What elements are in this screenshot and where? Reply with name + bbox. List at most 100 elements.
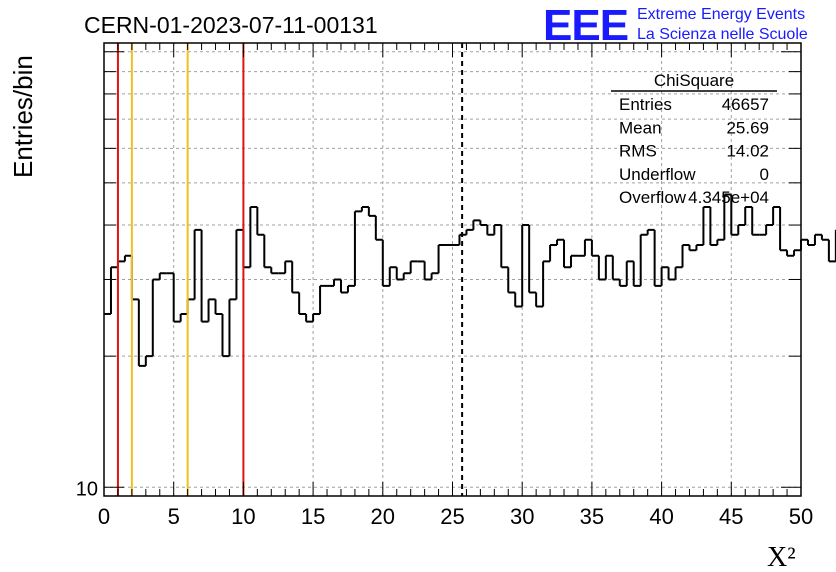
histogram-bin	[800, 238, 808, 251]
x-tick-label: 25	[440, 504, 464, 529]
histogram-bin	[813, 233, 822, 245]
histogram-bin	[646, 228, 655, 235]
histogram-bin	[472, 219, 481, 230]
histogram-bin	[507, 267, 516, 294]
histogram-bin	[744, 206, 753, 226]
histogram-bin	[256, 207, 265, 236]
eee-logo-line2: La Scienza nelle Scuole	[637, 26, 808, 43]
histogram-bin	[563, 239, 571, 269]
histogram-bin	[611, 255, 620, 281]
histogram-bin	[479, 220, 488, 227]
x-axis-label: X²	[767, 542, 796, 572]
histogram-bin	[806, 239, 815, 246]
stats-label: Entries	[619, 95, 672, 114]
stats-label: Underflow	[619, 165, 696, 184]
histogram-bin	[528, 225, 537, 294]
histogram-bin	[339, 279, 348, 294]
histogram-bin	[660, 266, 669, 286]
y-axis-label: Entries/bin	[8, 55, 38, 178]
eee-logo-line1: Extreme Energy Events	[637, 6, 805, 23]
histogram-bin	[590, 239, 599, 257]
histogram-bin	[193, 228, 202, 300]
histogram-bin	[360, 206, 369, 212]
histogram-bin	[653, 229, 662, 287]
histogram-bin	[751, 207, 760, 236]
plot-area	[104, 43, 801, 496]
histogram-bin	[249, 206, 258, 268]
histogram-bin	[667, 267, 676, 281]
histogram-bin	[346, 284, 355, 293]
stats-value: 46657	[722, 95, 769, 114]
histogram-bin	[402, 272, 411, 280]
x-tick-label: 15	[301, 504, 325, 529]
histogram-bin	[786, 250, 795, 257]
histogram-bin	[597, 255, 606, 281]
x-tick-label: 35	[580, 504, 604, 529]
histogram-bin	[765, 224, 774, 235]
histogram-bin	[409, 260, 418, 274]
histogram-bin	[730, 194, 739, 236]
histogram-bin	[583, 238, 592, 256]
histogram-bin	[221, 313, 230, 358]
histogram-bin	[123, 254, 132, 262]
histogram-bin	[319, 284, 328, 314]
histogram-bin	[214, 299, 223, 315]
histogram-bin	[820, 234, 829, 241]
histogram-bin	[493, 224, 502, 235]
histogram-bin	[514, 292, 523, 308]
chart-title: CERN-01-2023-07-11-00131	[84, 12, 378, 38]
histogram-bin	[207, 298, 216, 322]
x-tick-label: 50	[789, 504, 813, 529]
histogram-bin	[367, 207, 376, 217]
histogram-bin	[500, 225, 509, 269]
histogram-bin	[632, 261, 641, 287]
grid-lines	[104, 43, 801, 496]
eee-logo: EEE Extreme Energy Events La Scienza nel…	[543, 1, 808, 50]
histogram-bin	[556, 238, 565, 245]
stats-title: ChiSquare	[654, 71, 734, 90]
histogram-bin	[486, 225, 495, 236]
eee-logo-mark: EEE	[543, 1, 628, 50]
histogram-bin	[284, 260, 293, 274]
histogram-bin	[144, 355, 153, 366]
axis-ticks: 0 5 10 15 20 25 30 35 40 45 50 10	[76, 43, 813, 529]
stats-value: 4.345e+04	[688, 188, 769, 207]
x-tick-label: 30	[510, 504, 534, 529]
histogram-bin	[312, 312, 321, 322]
x-tick-label: 40	[649, 504, 673, 529]
histogram-bin	[200, 229, 209, 323]
histogram-bin	[158, 272, 167, 280]
histogram-bin	[137, 299, 146, 367]
plot-frame	[103, 42, 802, 497]
histogram-bin	[542, 260, 551, 307]
histogram-series	[104, 193, 836, 367]
histogram-bin	[109, 266, 118, 314]
histogram-bin	[430, 272, 439, 280]
histogram-bin	[737, 224, 746, 235]
histogram-bin	[723, 193, 732, 240]
histogram-bin	[716, 238, 725, 245]
histogram-bin	[709, 207, 718, 246]
histogram-bin	[465, 228, 474, 235]
histogram-bin	[270, 267, 279, 275]
histogram-bin	[639, 233, 648, 286]
histogram-bin	[291, 261, 300, 294]
stats-label: Overflow	[619, 188, 687, 207]
histogram-bin	[423, 261, 432, 281]
stats-value: 25.69	[726, 118, 769, 137]
x-tick-label: 0	[98, 504, 110, 529]
histogram-bin	[549, 243, 558, 262]
histogram-bin	[235, 228, 244, 300]
histogram-bin	[395, 267, 404, 281]
histogram-bin	[688, 244, 697, 252]
histogram-bin	[298, 292, 307, 315]
histogram-bin	[569, 254, 578, 268]
histogram-bin	[353, 210, 362, 286]
histogram-bin	[827, 239, 836, 263]
stats-box: ChiSquare Entries 46657 Mean 25.69 RMS 14.02 U…	[611, 71, 777, 207]
histogram-bin	[228, 298, 237, 357]
histogram-bin	[172, 273, 181, 323]
histogram-bin	[674, 266, 683, 280]
histogram-bin	[793, 249, 801, 256]
